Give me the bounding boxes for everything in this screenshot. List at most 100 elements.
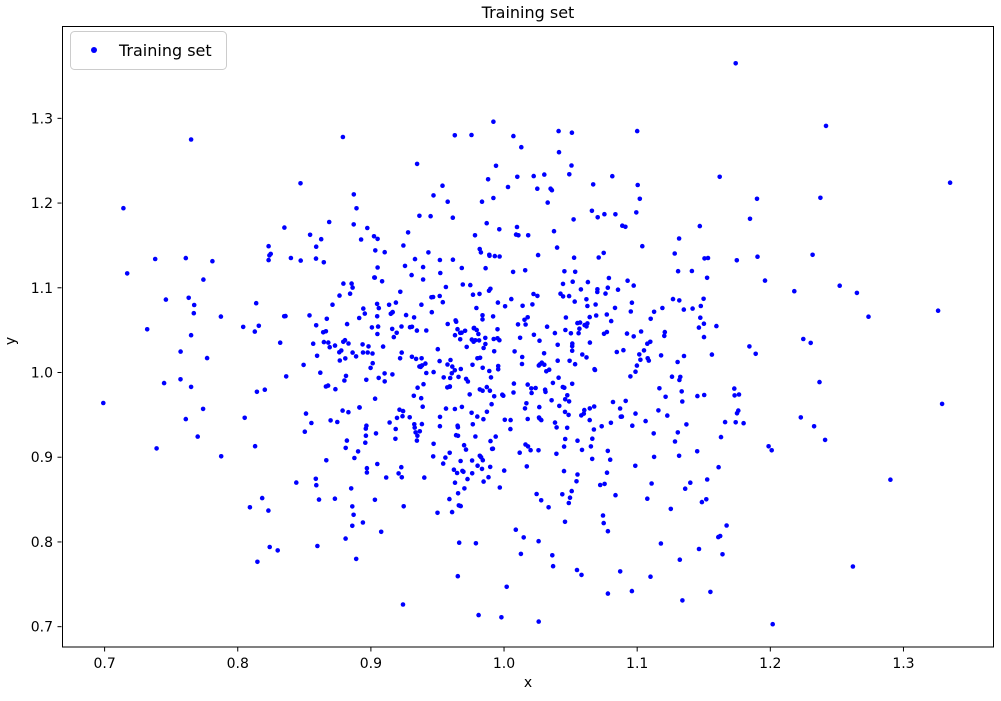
x-tick-label: 0.9 bbox=[360, 656, 382, 672]
data-point bbox=[495, 327, 500, 332]
data-point bbox=[490, 446, 496, 452]
data-point bbox=[736, 392, 742, 397]
legend-label: Training set bbox=[118, 41, 212, 60]
data-point bbox=[747, 216, 753, 222]
data-point bbox=[451, 467, 457, 473]
data-point bbox=[403, 312, 409, 318]
data-point bbox=[411, 315, 417, 320]
data-point bbox=[566, 412, 571, 418]
data-point bbox=[471, 325, 477, 331]
data-point bbox=[854, 290, 860, 296]
data-point bbox=[567, 495, 573, 501]
data-point bbox=[682, 486, 688, 492]
data-point bbox=[321, 339, 327, 345]
data-point bbox=[465, 379, 471, 384]
data-point bbox=[709, 352, 715, 357]
data-point bbox=[361, 306, 366, 311]
data-point bbox=[649, 481, 654, 486]
data-point bbox=[604, 312, 610, 317]
data-point bbox=[515, 174, 520, 180]
data-point bbox=[479, 466, 485, 472]
data-point bbox=[554, 451, 559, 457]
data-point bbox=[648, 574, 653, 579]
data-point bbox=[314, 482, 319, 488]
x-tick-label: 1.3 bbox=[892, 656, 914, 672]
data-point bbox=[420, 277, 426, 282]
data-point bbox=[591, 427, 597, 432]
data-point bbox=[487, 388, 493, 394]
data-point bbox=[662, 333, 667, 339]
data-point bbox=[634, 363, 640, 368]
data-point bbox=[568, 331, 574, 336]
y-tick-label: 0.8 bbox=[31, 535, 53, 551]
data-point bbox=[801, 336, 806, 342]
data-point bbox=[535, 186, 540, 191]
data-point bbox=[382, 371, 387, 376]
legend-marker-icon bbox=[91, 47, 97, 53]
data-point bbox=[460, 282, 466, 287]
data-point bbox=[677, 298, 682, 303]
data-point bbox=[485, 177, 491, 182]
data-point bbox=[460, 468, 465, 474]
data-point bbox=[508, 417, 513, 423]
data-point bbox=[837, 283, 842, 289]
data-point bbox=[575, 438, 580, 444]
data-point bbox=[576, 330, 581, 336]
data-point bbox=[675, 268, 681, 274]
data-point bbox=[400, 413, 405, 419]
data-point bbox=[491, 119, 496, 124]
data-point bbox=[360, 342, 365, 347]
data-point bbox=[313, 244, 319, 249]
data-point bbox=[536, 415, 542, 420]
data-point bbox=[475, 463, 480, 469]
data-point bbox=[755, 254, 760, 259]
data-point bbox=[382, 249, 388, 255]
data-point bbox=[560, 281, 566, 287]
data-point bbox=[470, 422, 476, 427]
data-point bbox=[587, 314, 592, 320]
data-point bbox=[668, 506, 674, 512]
data-point bbox=[483, 341, 488, 347]
data-point bbox=[178, 377, 183, 382]
data-point bbox=[617, 406, 623, 411]
data-point bbox=[398, 289, 403, 295]
data-point bbox=[613, 492, 618, 498]
data-point bbox=[440, 183, 445, 188]
data-point bbox=[519, 354, 525, 360]
data-point bbox=[663, 394, 668, 400]
data-point bbox=[455, 491, 461, 496]
data-point bbox=[497, 485, 503, 490]
data-point bbox=[519, 144, 524, 150]
data-point bbox=[342, 337, 348, 343]
data-point bbox=[656, 408, 661, 413]
data-point bbox=[605, 285, 611, 291]
data-point bbox=[321, 260, 327, 265]
data-point bbox=[124, 271, 130, 276]
data-point bbox=[593, 313, 599, 318]
data-point bbox=[462, 328, 468, 334]
data-point bbox=[459, 265, 465, 271]
data-point bbox=[441, 375, 447, 380]
data-point bbox=[645, 496, 650, 502]
data-point bbox=[544, 324, 550, 330]
data-point bbox=[455, 573, 461, 579]
data-point bbox=[375, 324, 381, 329]
data-point bbox=[414, 438, 420, 443]
data-point bbox=[364, 377, 369, 383]
data-point bbox=[676, 453, 682, 459]
data-point bbox=[581, 411, 587, 416]
data-point bbox=[327, 344, 333, 350]
data-point bbox=[566, 399, 572, 404]
data-point bbox=[346, 409, 351, 415]
data-point bbox=[349, 281, 354, 286]
data-point bbox=[375, 461, 380, 467]
data-point bbox=[409, 272, 414, 278]
data-point bbox=[314, 353, 320, 359]
data-point bbox=[259, 495, 265, 501]
data-point bbox=[417, 429, 423, 434]
data-point bbox=[363, 426, 369, 431]
data-point bbox=[792, 288, 797, 294]
data-point bbox=[596, 255, 601, 260]
data-point bbox=[399, 464, 404, 470]
data-point bbox=[601, 250, 606, 256]
